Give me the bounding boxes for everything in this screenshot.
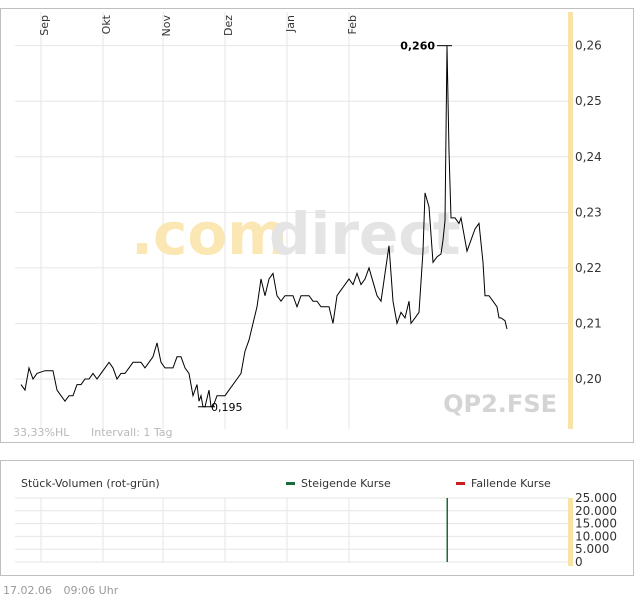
legend-up-label: Steigende Kurse (301, 477, 391, 490)
legend-down-label: Fallende Kurse (471, 477, 551, 490)
month-labels: Sep Okt Nov Dez Jan Feb (38, 14, 359, 36)
watermark-com: .com (131, 200, 288, 268)
volume-grid (15, 497, 569, 563)
y-tick-label: 0,23 (575, 205, 602, 219)
volume-y-tick-label: 0 (575, 555, 583, 569)
volume-accent-bar (568, 498, 573, 566)
price-line (20, 45, 508, 408)
y-tick-labels: 0,26 0,25 0,24 0,23 0,22 0,21 0,20 (575, 39, 602, 386)
timestamp: 17.02.06 09:06 Uhr (3, 584, 126, 597)
timestamp-time: 09:06 Uhr (63, 584, 119, 597)
volume-y-tick-label: 15.000 (575, 517, 617, 531)
watermark-direct: direct (269, 200, 460, 268)
y-tick-label: 0,24 (575, 150, 602, 164)
month-label: Feb (346, 15, 359, 34)
legend-down-swatch (456, 482, 465, 485)
volume-bar (446, 498, 448, 562)
volume-chart-panel: Stück-Volumen (rot-grün) Steigende Kurse… (0, 460, 634, 576)
volume-y-tick-label: 10.000 (575, 529, 617, 543)
month-label: Dez (222, 15, 235, 36)
low-label: 0,195 (211, 401, 243, 414)
volume-chart: Stück-Volumen (rot-grün) Steigende Kurse… (15, 477, 617, 569)
volume-y-tick-label: 20.000 (575, 504, 617, 518)
y-tick-label: 0,21 (575, 316, 602, 330)
volume-y-tick-label: 5.000 (575, 542, 609, 556)
y-tick-label: 0,26 (575, 39, 602, 53)
legend-up-swatch (286, 482, 295, 485)
high-label: 0,260 (400, 40, 435, 53)
month-label: Sep (38, 15, 51, 36)
month-label: Nov (160, 15, 173, 37)
symbol-label: QP2.FSE (443, 390, 557, 418)
volume-y-tick-label: 25.000 (575, 491, 617, 505)
month-label: Jan (284, 15, 297, 33)
volume-bars (446, 498, 448, 562)
month-label: Okt (100, 14, 113, 34)
y-tick-label: 0,25 (575, 94, 602, 108)
price-grid (15, 12, 569, 429)
timestamp-date: 17.02.06 (3, 584, 52, 597)
accent-bar (568, 12, 573, 429)
interval-label: Intervall: 1 Tag (91, 426, 173, 439)
range-label: 33,33%HL (13, 426, 70, 439)
price-chart: .com direct Sep Okt Nov Dez Jan Feb 0,260,250… (13, 12, 602, 439)
volume-title: Stück-Volumen (rot-grün) (21, 477, 160, 490)
price-chart-panel: .com direct Sep Okt Nov Dez Jan Feb 0,26 0,25 0… (0, 8, 634, 443)
price-annotations: 0,260 0,195 (198, 40, 452, 414)
y-tick-label: 0,20 (575, 372, 602, 386)
y-tick-label: 0,22 (575, 261, 602, 275)
